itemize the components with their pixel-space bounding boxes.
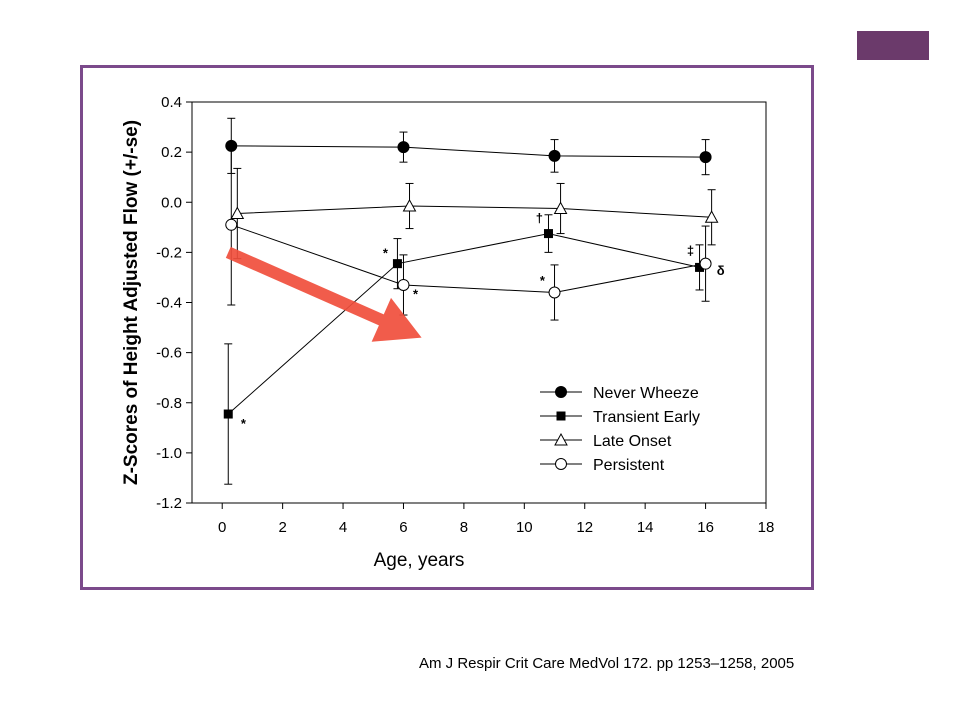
legend-label: Late Onset bbox=[593, 433, 672, 450]
plot-area bbox=[191, 101, 767, 504]
legend-marker bbox=[556, 411, 566, 421]
series-line bbox=[231, 224, 706, 293]
data-point bbox=[695, 262, 705, 272]
legend-marker bbox=[555, 386, 567, 398]
data-point bbox=[225, 218, 238, 231]
data-point bbox=[548, 286, 561, 299]
corner-accent-box bbox=[857, 31, 929, 60]
y-tick-label: -0.6 bbox=[156, 345, 182, 362]
series-line bbox=[227, 233, 700, 415]
y-tick-label: -1.2 bbox=[156, 495, 182, 512]
legend-marker bbox=[555, 458, 567, 470]
x-tick-label: 2 bbox=[278, 519, 286, 536]
citation: Am J Respir Crit Care MedVol 172. pp 125… bbox=[419, 655, 795, 672]
annotation-symbol: δ bbox=[717, 263, 725, 278]
red-arrow-overlay bbox=[225, 246, 422, 342]
annotation-symbol: † bbox=[536, 210, 543, 225]
annotation-symbol: * bbox=[540, 273, 546, 288]
y-tick-label: -0.2 bbox=[156, 244, 182, 261]
y-tick-label: 0.4 bbox=[161, 94, 182, 111]
data-point bbox=[397, 141, 410, 154]
y-tick-label: -1.0 bbox=[156, 445, 182, 462]
y-tick-label: -0.4 bbox=[156, 295, 182, 312]
legend-label: Never Wheeze bbox=[593, 385, 699, 402]
y-tick-label: -0.8 bbox=[156, 395, 182, 412]
x-tick-label: 4 bbox=[339, 519, 347, 536]
legend-marker bbox=[554, 432, 568, 446]
data-point bbox=[230, 206, 245, 220]
data-point bbox=[392, 259, 402, 269]
x-tick-label: 18 bbox=[758, 519, 775, 536]
data-point bbox=[548, 149, 561, 162]
y-axis-label: Z-Scores of Height Adjusted Flow (+/-se) bbox=[121, 120, 142, 485]
data-point bbox=[543, 229, 553, 239]
x-tick-label: 14 bbox=[637, 519, 654, 536]
annotation-symbol: * bbox=[383, 245, 389, 260]
annotation-symbol: * bbox=[241, 416, 247, 431]
legend-label: Transient Early bbox=[593, 409, 700, 426]
annotation-symbol: * bbox=[413, 287, 419, 302]
data-point bbox=[704, 210, 719, 223]
x-tick-label: 10 bbox=[516, 519, 533, 536]
x-axis-label: Age, years bbox=[374, 550, 465, 571]
x-tick-label: 6 bbox=[399, 519, 407, 536]
y-tick-label: 0.0 bbox=[161, 194, 182, 211]
data-point bbox=[402, 198, 417, 212]
data-point bbox=[699, 151, 712, 164]
series-line bbox=[231, 145, 706, 158]
x-tick-label: 0 bbox=[218, 519, 226, 536]
series-line bbox=[237, 205, 712, 218]
y-tick-label: 0.2 bbox=[161, 144, 182, 161]
annotation-symbol: ‡ bbox=[687, 243, 694, 258]
data-point bbox=[223, 409, 233, 419]
x-tick-label: 8 bbox=[460, 519, 468, 536]
data-point bbox=[397, 278, 410, 291]
legend-label: Persistent bbox=[593, 457, 665, 474]
x-tick-label: 12 bbox=[576, 519, 593, 536]
data-point bbox=[699, 257, 712, 270]
data-point bbox=[553, 201, 568, 215]
x-tick-label: 16 bbox=[697, 519, 714, 536]
